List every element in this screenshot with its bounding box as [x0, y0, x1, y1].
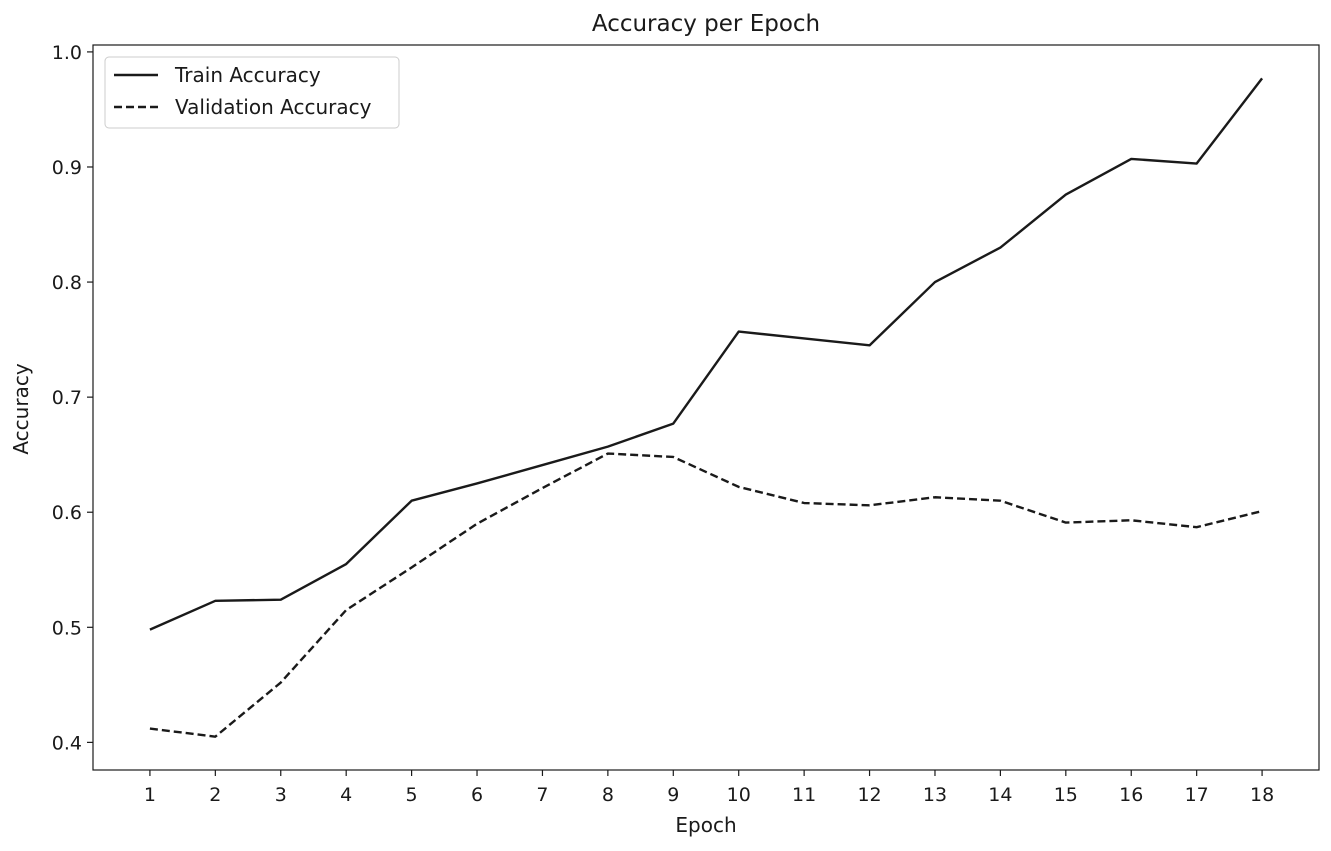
x-axis: 1 2 3 4 5 6 7 8 9 10 11 12 13 14 15 16 17 18 [144, 770, 1274, 806]
x-tick-label: 15 [1054, 784, 1078, 806]
x-tick-label: 7 [536, 784, 548, 806]
x-tick-label: 5 [406, 784, 418, 806]
x-tick-label: 6 [471, 784, 483, 806]
y-axis-label: Accuracy [9, 363, 33, 454]
legend-validation-label: Validation Accuracy [175, 95, 372, 119]
x-tick-label: 3 [275, 784, 287, 806]
y-tick-label: 0.6 [52, 502, 82, 524]
y-axis: 0.4 0.5 0.6 0.7 0.8 0.9 1.0 [52, 42, 93, 754]
x-tick-label: 16 [1119, 784, 1143, 806]
y-tick-label: 0.9 [52, 157, 82, 179]
y-tick-label: 0.4 [52, 732, 82, 754]
series-layer [149, 77, 1264, 738]
legend: Train Accuracy Validation Accuracy [104, 56, 400, 129]
x-tick-label: 4 [340, 784, 352, 806]
x-tick-label: 18 [1250, 784, 1274, 806]
y-tick-label: 0.8 [52, 272, 82, 294]
x-tick-label: 14 [988, 784, 1012, 806]
x-axis-label: Epoch [675, 813, 736, 837]
x-tick-label: 1 [144, 784, 156, 806]
train-accuracy-line [149, 77, 1264, 631]
y-tick-label: 0.5 [52, 617, 82, 639]
legend-frame [104, 56, 400, 129]
x-tick-label: 9 [667, 784, 679, 806]
x-tick-label: 11 [792, 784, 816, 806]
y-tick-label: 1.0 [52, 42, 82, 64]
x-tick-label: 8 [602, 784, 614, 806]
y-tick-label: 0.7 [52, 387, 82, 409]
x-tick-label: 2 [209, 784, 221, 806]
x-tick-label: 13 [923, 784, 947, 806]
x-tick-label: 17 [1185, 784, 1209, 806]
plot-area-frame [92, 44, 1320, 771]
validation-accuracy-line [149, 452, 1263, 738]
x-tick-label: 10 [727, 784, 751, 806]
legend-train-label: Train Accuracy [174, 63, 321, 87]
x-tick-label: 12 [857, 784, 881, 806]
chart-title: Accuracy per Epoch [592, 11, 820, 37]
